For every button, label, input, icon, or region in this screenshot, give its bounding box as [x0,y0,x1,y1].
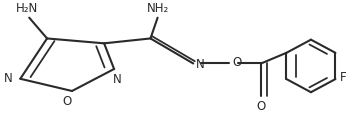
Text: O: O [232,56,242,69]
Text: N: N [113,73,122,86]
Text: H₂N: H₂N [16,2,39,15]
Text: N: N [196,58,205,71]
Text: NH₂: NH₂ [146,2,169,15]
Text: O: O [62,95,71,108]
Text: N: N [4,72,13,85]
Text: O: O [256,100,266,113]
Text: F: F [340,71,346,84]
